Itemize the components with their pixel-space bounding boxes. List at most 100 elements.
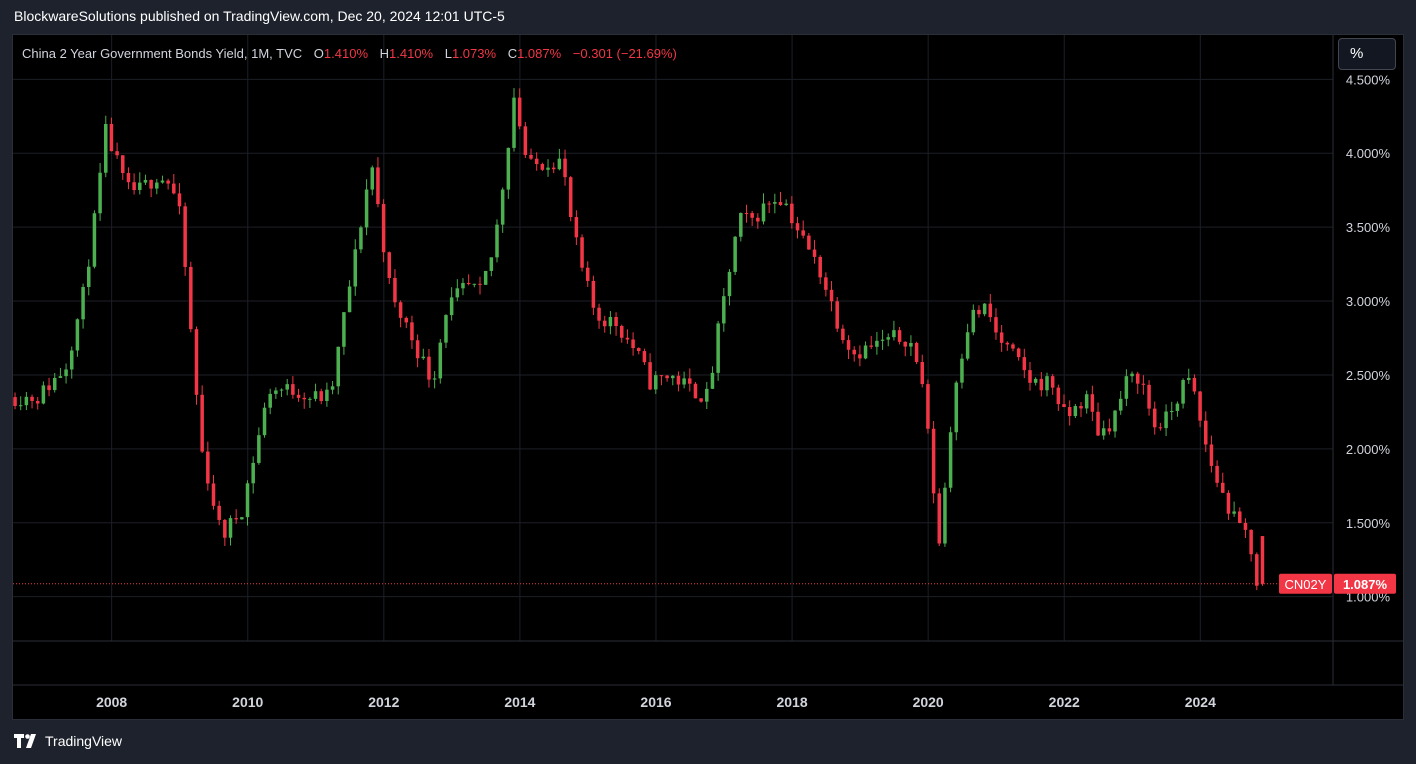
candle-body xyxy=(886,337,890,340)
tradingview-logo-icon xyxy=(14,734,36,748)
candle-body xyxy=(347,286,352,313)
candle-body xyxy=(240,517,244,520)
candle-body xyxy=(1221,482,1225,493)
candle-body xyxy=(495,224,499,258)
candle-body xyxy=(47,385,51,391)
candle-body xyxy=(398,302,403,318)
candle-body xyxy=(1249,529,1253,555)
candle-body xyxy=(143,179,148,183)
candle-body xyxy=(1243,522,1248,530)
candle-body xyxy=(733,236,737,272)
candle-body xyxy=(279,389,284,391)
candle-body xyxy=(1181,380,1185,404)
x-tick-label: 2012 xyxy=(368,694,399,710)
y-tick-label: 3.000% xyxy=(1346,294,1391,309)
ticker-tag-label: CN02Y xyxy=(1285,577,1327,592)
legend-symbol: China 2 Year Government Bonds Yield, 1M,… xyxy=(22,46,303,61)
candle-body xyxy=(421,356,426,359)
candle-body xyxy=(404,317,409,323)
candle-body xyxy=(546,167,550,170)
candle-body xyxy=(387,252,392,278)
candle-body xyxy=(24,396,29,406)
candle-body xyxy=(86,266,91,287)
publisher-line: BlockwareSolutions published on TradingV… xyxy=(14,8,505,24)
candle-body xyxy=(858,354,862,359)
candle-body xyxy=(432,378,437,380)
candle-body xyxy=(262,407,267,436)
candle-body xyxy=(109,124,114,152)
candle-body xyxy=(1107,428,1112,432)
candle-body xyxy=(438,342,443,379)
legend-open-label: O xyxy=(313,46,324,61)
candle-body xyxy=(688,378,692,384)
y-tick-label: 1.500% xyxy=(1346,516,1391,531)
candle-body xyxy=(285,384,289,390)
candle-body xyxy=(35,400,40,404)
candle-body xyxy=(319,391,323,401)
candle-body xyxy=(121,155,125,174)
candle-body xyxy=(1101,428,1106,436)
candle-body xyxy=(602,320,607,327)
candle-body xyxy=(1067,407,1072,417)
candle-body xyxy=(801,230,805,236)
candle-body xyxy=(812,249,817,257)
candle-body xyxy=(648,362,652,390)
candle-body xyxy=(1118,398,1123,411)
candle-body xyxy=(274,390,278,394)
candle-body xyxy=(739,212,743,237)
candle-body xyxy=(880,339,885,341)
x-tick-label: 2008 xyxy=(96,694,127,710)
candle-body xyxy=(897,330,902,342)
candle-body xyxy=(682,378,686,385)
candle-body xyxy=(1045,376,1049,391)
candle-body xyxy=(903,341,908,347)
candle-body xyxy=(1260,536,1265,584)
candle-body xyxy=(483,270,488,285)
candle-body xyxy=(642,351,647,363)
candle-body xyxy=(943,487,947,544)
candle-body xyxy=(1028,370,1032,383)
candle-body xyxy=(1096,411,1100,436)
candle-body xyxy=(234,518,238,520)
tradingview-logo[interactable]: TradingView xyxy=(14,733,122,749)
candle-body xyxy=(517,97,522,127)
candle-body xyxy=(160,180,165,183)
candle-body xyxy=(223,519,227,538)
candle-body xyxy=(364,189,369,228)
candle-body xyxy=(166,180,170,184)
candle-body xyxy=(342,312,346,347)
candle-body xyxy=(415,340,420,359)
candle-body xyxy=(313,391,318,399)
x-tick-label: 2010 xyxy=(232,694,263,710)
candle-body xyxy=(574,217,579,238)
candle-body xyxy=(353,249,358,287)
candle-body xyxy=(1090,394,1095,412)
candle-body xyxy=(126,173,131,183)
candle-body xyxy=(790,203,794,224)
candle-body xyxy=(1204,420,1208,445)
chart-panel[interactable] xyxy=(12,34,1404,720)
candle-body xyxy=(296,394,301,398)
candle-body xyxy=(937,493,942,544)
x-tick-label: 2022 xyxy=(1049,694,1080,710)
candle-body xyxy=(1198,391,1202,421)
legend-change: −0.301 (−21.69%) xyxy=(572,46,677,61)
candle-body xyxy=(1147,384,1151,409)
unit-percent-button[interactable]: % xyxy=(1338,38,1396,70)
candle-body xyxy=(540,164,545,170)
y-tick-label: 4.000% xyxy=(1346,146,1391,161)
candle-body xyxy=(308,398,312,400)
candle-body xyxy=(217,505,221,520)
candle-body xyxy=(585,267,590,281)
candle-body xyxy=(965,332,970,359)
candle-body xyxy=(291,384,295,395)
x-tick-label: 2016 xyxy=(640,694,671,710)
legend-open-value: 1.410% xyxy=(323,46,368,61)
candle-body xyxy=(625,337,630,340)
candle-body xyxy=(489,257,494,271)
candle-body xyxy=(132,182,136,191)
candle-body xyxy=(1016,348,1021,358)
candle-body xyxy=(744,212,749,214)
candle-body xyxy=(172,183,176,194)
